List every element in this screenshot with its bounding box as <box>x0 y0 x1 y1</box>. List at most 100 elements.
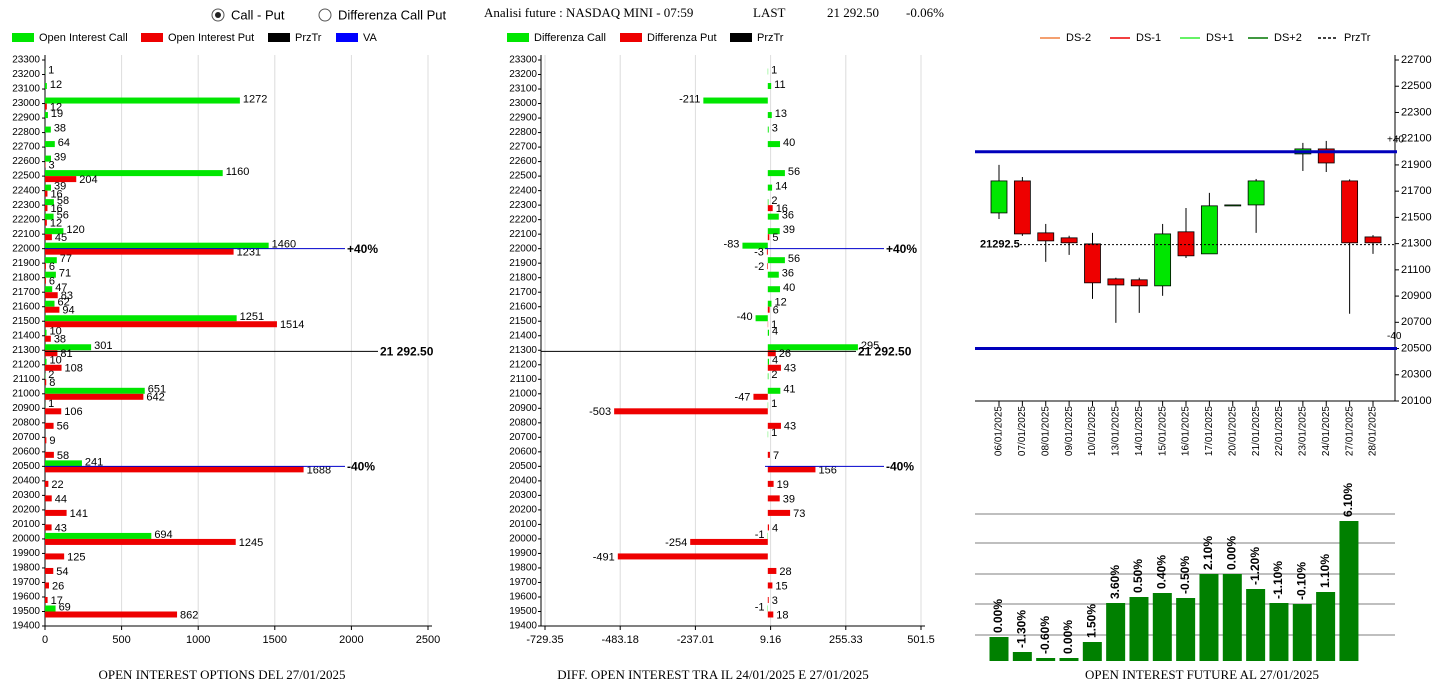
bar <box>767 170 785 177</box>
y-tick-label: 22600 <box>509 156 537 167</box>
y-tick-label: 19600 <box>12 592 40 603</box>
x-tick-label: 09/01/2025 <box>1064 406 1075 456</box>
y-tick-label: 21900 <box>12 258 40 269</box>
value-label: 44 <box>55 493 67 505</box>
candle-body <box>1177 231 1195 257</box>
value-label: 108 <box>65 363 83 375</box>
bar <box>767 509 791 516</box>
value-label: 10 <box>50 326 62 338</box>
x-tick-label: 500 <box>112 634 130 646</box>
bar <box>767 286 781 293</box>
value-label: 241 <box>85 456 103 468</box>
x-tick-label: 16/01/2025 <box>1181 406 1192 456</box>
y-tick-label: 20300 <box>1401 369 1432 381</box>
x-tick-label: 15/01/2025 <box>1157 406 1168 456</box>
legend-label: DS-1 <box>1136 32 1161 44</box>
y-tick-label: 20700 <box>509 432 537 443</box>
y-tick-label: 20300 <box>12 490 40 501</box>
y-tick-label: 22000 <box>12 243 40 254</box>
bar <box>45 553 65 560</box>
y-tick-label: 20700 <box>1401 316 1432 328</box>
value-label: -2 <box>754 261 764 273</box>
bar <box>45 286 53 293</box>
y-tick-label: 21500 <box>1401 211 1432 223</box>
legend-swatch <box>336 33 358 42</box>
bar <box>45 532 152 539</box>
bar <box>45 263 46 270</box>
y-tick-label: 21100 <box>1401 264 1431 276</box>
bar <box>1199 574 1219 661</box>
y-tick-label: 22200 <box>12 214 40 225</box>
bar <box>45 155 51 162</box>
value-label: 26 <box>52 580 64 592</box>
legend-label: DS-2 <box>1066 32 1091 44</box>
radio[interactable] <box>318 8 332 22</box>
legend-swatch <box>268 33 290 42</box>
bar <box>1316 592 1336 661</box>
y-tick-label: 22100 <box>12 229 40 240</box>
y-tick-label: 19600 <box>509 592 537 603</box>
bar <box>989 637 1009 661</box>
value-label: 295 <box>861 340 879 352</box>
value-label: 19 <box>51 108 63 120</box>
bar <box>45 234 52 241</box>
value-label: 301 <box>94 340 112 352</box>
value-label: 11 <box>774 79 785 91</box>
bar <box>767 364 781 371</box>
bar <box>767 199 769 206</box>
bar <box>45 176 77 183</box>
bar <box>45 83 47 90</box>
bar <box>1246 589 1266 661</box>
last-label: 21292.5 <box>980 239 1020 251</box>
y-tick-label: 20900 <box>12 403 40 414</box>
bar <box>767 358 770 365</box>
bar <box>45 205 48 212</box>
y-tick-label: 22000 <box>509 243 537 254</box>
change-label: 0.00% <box>1224 536 1238 570</box>
bar <box>45 219 47 226</box>
x-tick-label: 9.16 <box>760 634 781 646</box>
bar <box>45 379 47 386</box>
x-tick-label: -237.01 <box>677 634 714 646</box>
y-tick-label: 21000 <box>509 388 537 399</box>
option[interactable]: Differenza Call Put <box>338 7 447 22</box>
legend-label: Differenza Put <box>647 32 717 44</box>
y-tick-label: 19400 <box>12 621 40 632</box>
chart-title: OPEN INTEREST OPTIONS DEL 27/01/2025 <box>99 667 346 682</box>
x-tick-label: 06/01/2025 <box>994 406 1005 456</box>
y-tick-label: 22700 <box>1401 54 1432 66</box>
y-tick-label: 22300 <box>509 200 537 211</box>
value-label: 1160 <box>226 166 250 178</box>
bar <box>45 393 144 400</box>
option[interactable]: Call - Put <box>231 7 285 22</box>
value-label: 1245 <box>239 537 263 549</box>
candle-body <box>1084 243 1101 284</box>
value-label: 12 <box>50 218 62 230</box>
bar <box>690 538 768 545</box>
y-tick-label: 22100 <box>509 229 537 240</box>
candle-body <box>1013 180 1031 235</box>
bar <box>45 596 48 603</box>
bar <box>45 300 55 307</box>
value-label: 28 <box>779 566 791 578</box>
bar <box>767 271 779 278</box>
legend-label: PrzTr <box>757 32 784 44</box>
bar <box>45 451 54 458</box>
y-tick-label: 19700 <box>12 577 40 588</box>
value-label: 62 <box>57 297 69 309</box>
legend-swatch <box>141 33 163 42</box>
bar <box>767 228 780 235</box>
bar <box>45 271 56 278</box>
value-label: 43 <box>784 421 796 433</box>
x-tick-label: 22/01/2025 <box>1274 406 1285 456</box>
value-label: 39 <box>54 181 66 193</box>
bar <box>767 582 773 589</box>
x-tick-label: 21/01/2025 <box>1251 406 1262 456</box>
value-label: -40 <box>737 311 753 323</box>
y-tick-label: 23200 <box>12 69 40 80</box>
y-tick-label: 21600 <box>509 301 537 312</box>
y-tick-label: 22700 <box>509 142 537 153</box>
value-label: 10 <box>50 355 62 367</box>
y-tick-label: 20500 <box>12 461 40 472</box>
y-tick-label: 21600 <box>12 301 40 312</box>
